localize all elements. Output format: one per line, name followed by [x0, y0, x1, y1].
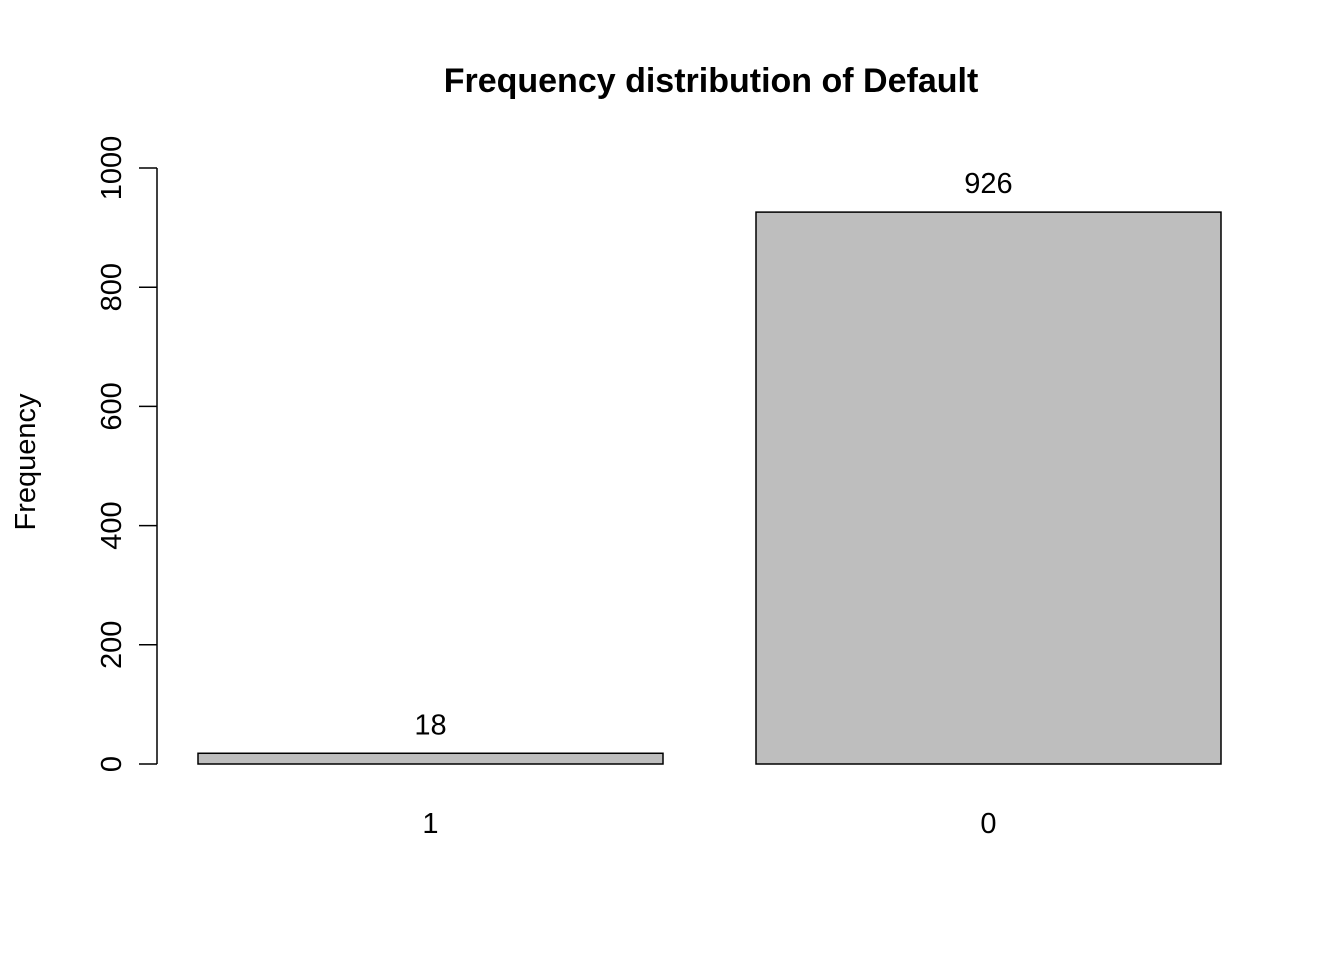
y-tick-label: 400: [96, 501, 128, 549]
y-tick-label: 600: [96, 382, 128, 430]
y-tick-label: 0: [96, 756, 128, 772]
y-tick-label: 1000: [96, 136, 128, 201]
data-label-0: 926: [964, 168, 1012, 200]
category-label-0: 0: [980, 808, 996, 840]
y-tick-label: 800: [96, 263, 128, 311]
category-label-1: 1: [422, 808, 438, 840]
y-axis: 0 200 400 600 800 1000: [96, 136, 158, 772]
chart-title: Frequency distribution of Default: [444, 62, 979, 100]
y-tick-label: 200: [96, 621, 128, 669]
bar-0: [755, 211, 1222, 765]
bar-1: [197, 752, 664, 765]
data-labels: 18 926: [414, 168, 1012, 741]
data-label-1: 18: [414, 709, 446, 741]
y-axis-title: Frequency: [10, 393, 42, 531]
bars: [197, 211, 1222, 765]
